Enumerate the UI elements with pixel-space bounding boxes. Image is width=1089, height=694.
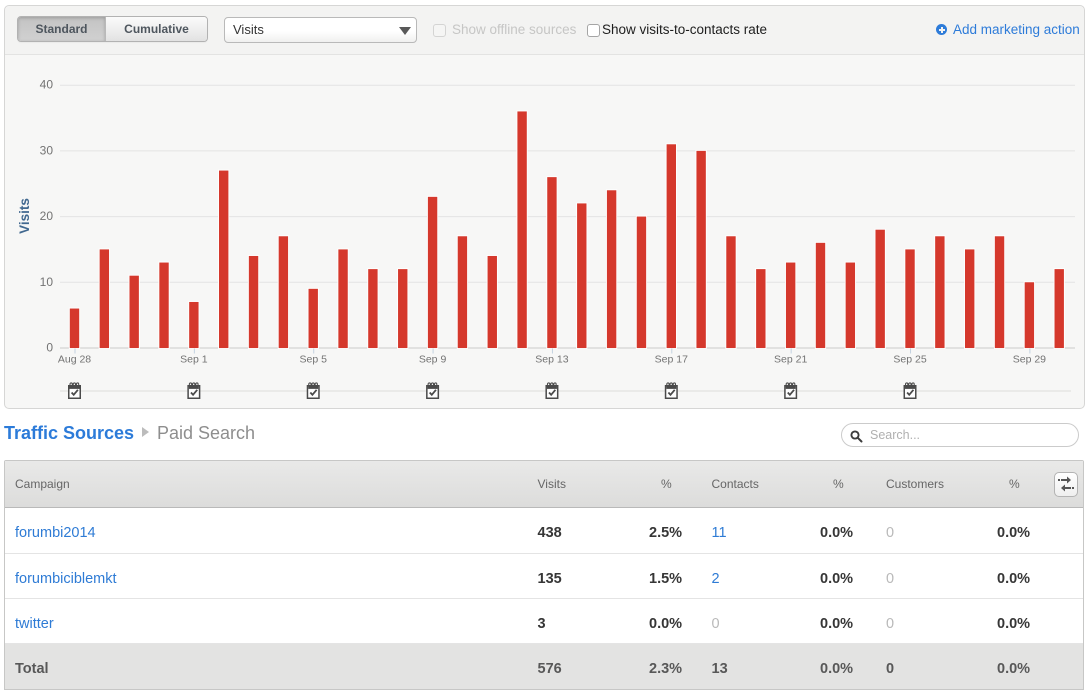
svg-text:Sep 5: Sep 5 [299, 354, 327, 366]
svg-text:20: 20 [40, 209, 54, 223]
svg-text:10: 10 [40, 275, 54, 289]
svg-text:0: 0 [46, 341, 53, 355]
svg-text:Sep 25: Sep 25 [893, 354, 926, 366]
svg-text:Aug 28: Aug 28 [58, 354, 91, 366]
svg-text:Sep 17: Sep 17 [655, 354, 688, 366]
svg-text:Sep 29: Sep 29 [1013, 354, 1046, 366]
svg-text:30: 30 [40, 143, 54, 157]
svg-text:Sep 21: Sep 21 [774, 354, 807, 366]
svg-text:Sep 13: Sep 13 [535, 354, 568, 366]
svg-text:Visits: Visits [17, 198, 32, 234]
svg-text:Sep 1: Sep 1 [180, 354, 208, 366]
svg-text:Sep 9: Sep 9 [419, 354, 447, 366]
svg-text:40: 40 [40, 78, 54, 92]
